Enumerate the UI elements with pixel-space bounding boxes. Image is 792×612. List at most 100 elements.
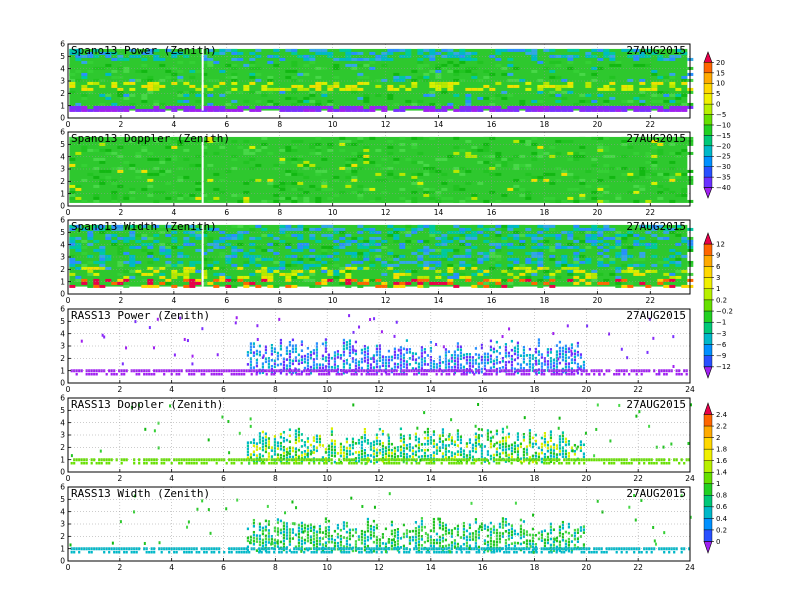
- data-cell: [327, 102, 334, 106]
- data-cell: [117, 184, 124, 188]
- data-cell: [325, 372, 328, 376]
- y-tick-label: 3: [60, 342, 65, 351]
- data-cell: [75, 245, 82, 249]
- data-cell: [640, 372, 643, 376]
- data-cell: [381, 284, 388, 288]
- data-cell: [141, 142, 148, 146]
- data-cell: [342, 341, 346, 345]
- data-cell: [153, 166, 160, 170]
- data-cell: [546, 360, 550, 363]
- data-cell: [585, 108, 592, 112]
- data-cell: [483, 358, 487, 362]
- data-cell: [105, 148, 112, 152]
- data-cell: [129, 72, 136, 76]
- data-cell: [495, 453, 499, 457]
- data-cell: [213, 272, 220, 276]
- data-cell: [453, 251, 460, 255]
- data-cell: [615, 251, 622, 255]
- data-cell: [270, 346, 274, 350]
- data-cell: [88, 372, 91, 376]
- data-cell: [264, 441, 268, 445]
- data-cell: [567, 57, 574, 61]
- data-cell: [105, 72, 112, 76]
- data-cell: [309, 60, 316, 64]
- data-cell: [525, 142, 532, 146]
- data-cell: [383, 461, 386, 465]
- data-cell: [430, 461, 433, 465]
- data-cell: [323, 461, 326, 465]
- data-cell: [238, 372, 241, 376]
- data-cell: [293, 461, 296, 465]
- data-cell: [99, 66, 106, 70]
- data-cell: [408, 449, 412, 452]
- y-tick-label: 1: [60, 366, 65, 375]
- data-cell: [243, 260, 250, 264]
- y-tick-label: 6: [60, 40, 65, 49]
- data-cell: [249, 351, 253, 354]
- data-cell: [258, 456, 262, 459]
- data-cell: [333, 439, 337, 443]
- data-cell: [143, 372, 146, 376]
- data-cell: [459, 366, 463, 370]
- data-cell: [315, 351, 319, 354]
- data-cell: [333, 442, 337, 446]
- y-tick-label: 4: [60, 329, 65, 338]
- data-cell: [399, 75, 406, 79]
- data-cell: [315, 227, 322, 231]
- data-cell: [417, 51, 424, 55]
- data-cell: [567, 455, 571, 458]
- data-cell: [261, 269, 268, 273]
- data-cell: [627, 48, 634, 52]
- data-cell: [345, 281, 352, 285]
- data-cell: [290, 369, 293, 373]
- data-cell: [285, 105, 292, 109]
- data-cell: [489, 348, 493, 352]
- data-cell: [81, 105, 88, 109]
- data-cell: [99, 139, 106, 143]
- data-cell: [117, 251, 124, 255]
- data-cell: [315, 148, 322, 152]
- data-cell: [159, 242, 166, 246]
- data-cell: [390, 369, 393, 373]
- data-cell: [87, 284, 94, 288]
- data-cell: [153, 99, 160, 103]
- data-cell: [243, 458, 246, 462]
- data-cell: [273, 362, 277, 366]
- x-tick-label: 2: [117, 385, 122, 394]
- data-cell: [471, 151, 478, 155]
- data-cell: [357, 257, 364, 261]
- data-cell: [552, 446, 556, 449]
- data-cell: [557, 357, 560, 361]
- data-cell: [555, 365, 559, 368]
- data-cell: [393, 239, 400, 243]
- data-cell: [405, 461, 408, 465]
- data-cell: [498, 452, 502, 456]
- data-cell: [393, 227, 400, 231]
- data-cell: [201, 269, 208, 273]
- data-cell: [627, 172, 634, 176]
- data-cell: [458, 461, 461, 465]
- data-cell: [560, 372, 563, 376]
- data-cell: [243, 281, 250, 285]
- data-cell: [285, 346, 289, 349]
- data-cell: [663, 369, 666, 373]
- data-cell: [207, 190, 214, 194]
- y-tick-label: 0: [60, 114, 65, 123]
- data-cell: [564, 350, 568, 354]
- data-cell: [267, 248, 274, 252]
- data-cell: [373, 372, 376, 376]
- data-cell: [468, 365, 472, 368]
- data-cell: [246, 450, 250, 453]
- data-cell: [285, 263, 292, 267]
- data-cell: [294, 429, 298, 433]
- data-cell: [381, 281, 388, 285]
- data-cell: [459, 272, 466, 276]
- data-cells: [69, 224, 694, 288]
- data-cell: [273, 266, 280, 270]
- data-cell: [426, 439, 430, 443]
- data-cell: [384, 452, 388, 455]
- data-cell: [273, 350, 277, 354]
- data-cell: [546, 354, 550, 357]
- data-cell: [513, 187, 520, 191]
- data-cell: [486, 450, 490, 453]
